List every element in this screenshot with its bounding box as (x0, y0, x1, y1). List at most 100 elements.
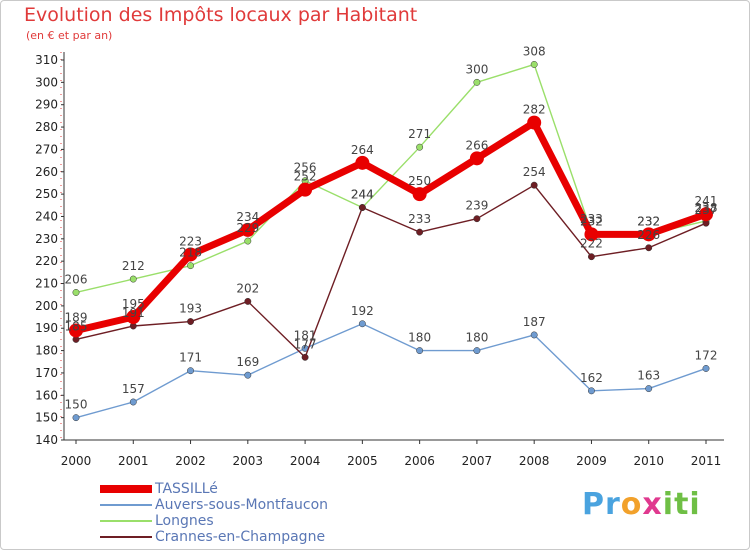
data-point-auvers[interactable] (702, 365, 710, 372)
data-point-tassille[interactable] (584, 227, 599, 242)
data-label-tassille: 232 (637, 214, 660, 228)
y-tick-label: 170 (35, 366, 58, 380)
data-point-auvers[interactable] (72, 414, 80, 422)
data-point-longnes[interactable] (72, 289, 80, 296)
data-point-longnes[interactable] (416, 143, 424, 151)
data-label-tassille: 241 (695, 194, 718, 208)
data-point-tassille[interactable] (69, 323, 83, 338)
data-label-longnes: 206 (65, 272, 88, 286)
series-layer (69, 61, 713, 422)
data-point-longnes[interactable] (244, 237, 252, 245)
data-point-tassille[interactable] (641, 227, 656, 242)
data-label-longnes: 256 (294, 161, 317, 175)
data-point-crannes[interactable] (645, 244, 653, 252)
data-point-auvers[interactable] (588, 387, 595, 395)
x-tick-label: 2011 (691, 454, 722, 468)
legend-swatch-crannes (100, 536, 152, 538)
data-point-tassille[interactable] (240, 222, 255, 237)
data-label-crannes: 244 (351, 188, 374, 202)
y-tick-label: 260 (35, 165, 58, 179)
data-label-tassille: 189 (65, 310, 88, 324)
data-point-tassille[interactable] (699, 207, 713, 222)
data-point-longnes[interactable] (530, 61, 538, 68)
data-label-longnes: 271 (408, 127, 431, 141)
x-tick-label: 2006 (404, 454, 435, 468)
data-label-crannes: 177 (294, 337, 317, 351)
legend-label-longnes: Longnes (155, 513, 214, 529)
data-point-tassille[interactable] (298, 182, 313, 197)
data-point-auvers[interactable] (244, 371, 252, 379)
data-label-longnes: 212 (122, 259, 145, 273)
data-label-auvers: 171 (179, 351, 202, 365)
data-label-tassille: 232 (580, 214, 603, 228)
data-point-longnes[interactable] (473, 78, 481, 86)
data-point-crannes[interactable] (187, 318, 194, 325)
data-point-crannes[interactable] (530, 181, 538, 189)
data-label-crannes: 202 (236, 281, 259, 295)
x-tick-label: 2005 (347, 454, 378, 468)
data-label-auvers: 181 (294, 328, 317, 342)
data-label-crannes: 239 (465, 199, 488, 213)
series-auvers (72, 320, 710, 422)
proxiti-logo: Proxiti (582, 487, 701, 522)
y-tick-label: 210 (35, 277, 58, 291)
data-label-crannes: 233 (408, 212, 431, 226)
data-point-auvers[interactable] (358, 320, 366, 328)
data-point-tassille[interactable] (126, 310, 141, 325)
data-point-longnes[interactable] (129, 275, 137, 283)
y-tick-label: 190 (35, 321, 58, 335)
x-tick-labels: 2000 2001 2002 2003 2004 2005 2006 2007 2008 2009… (61, 454, 722, 468)
data-label-longnes: 233 (580, 212, 603, 226)
data-point-auvers[interactable] (473, 347, 481, 355)
data-label-auvers: 169 (236, 355, 259, 369)
data-point-auvers[interactable] (187, 367, 194, 375)
data-point-tassille[interactable] (527, 115, 542, 130)
data-point-tassille[interactable] (412, 187, 427, 202)
data-label-tassille: 223 (179, 234, 202, 248)
data-point-crannes[interactable] (301, 353, 309, 361)
chart-axes (60, 52, 724, 444)
y-tick-label: 250 (35, 187, 58, 201)
y-tick-label: 280 (35, 120, 58, 134)
legend-label-auvers: Auvers-sous-Montfaucon (155, 497, 329, 513)
data-point-crannes[interactable] (358, 204, 366, 211)
legend-label-tassille: TASSILLé (155, 481, 218, 497)
data-label-longnes: 232 (637, 214, 660, 228)
data-point-crannes[interactable] (473, 215, 481, 223)
y-tick-label: 240 (35, 209, 58, 223)
data-label-crannes: 222 (580, 237, 603, 251)
data-label-auvers: 180 (408, 331, 431, 345)
legend-label-crannes: Crannes-en-Champagne (155, 529, 326, 545)
data-label-crannes: 226 (637, 228, 660, 242)
data-point-auvers[interactable] (416, 347, 424, 355)
y-tick-label: 300 (35, 75, 58, 89)
x-tick-label: 2009 (576, 454, 607, 468)
data-label-crannes: 254 (523, 165, 546, 179)
data-point-crannes[interactable] (588, 253, 595, 261)
data-point-auvers[interactable] (645, 385, 653, 393)
data-point-tassille[interactable] (355, 155, 370, 170)
data-label-crannes: 237 (695, 203, 718, 217)
x-tick-label: 2004 (290, 454, 321, 468)
data-point-tassille[interactable] (183, 247, 198, 262)
y-tick-label: 160 (35, 388, 58, 402)
data-point-crannes[interactable] (244, 297, 252, 305)
data-label-auvers: 187 (523, 315, 546, 329)
data-label-crannes: 191 (122, 306, 145, 320)
series-line-auvers (75, 323, 707, 419)
data-label-auvers: 162 (580, 371, 603, 385)
data-label-auvers: 192 (351, 304, 374, 318)
data-label-tassille: 252 (294, 170, 317, 184)
data-point-auvers[interactable] (129, 398, 137, 406)
data-point-crannes[interactable] (416, 228, 424, 236)
data-point-tassille[interactable] (469, 151, 484, 166)
x-tick-label: 2007 (462, 454, 493, 468)
data-label-longnes: 218 (179, 246, 202, 260)
data-label-auvers: 157 (122, 382, 145, 396)
data-point-longnes[interactable] (187, 262, 194, 270)
data-label-auvers: 180 (465, 331, 488, 345)
data-point-auvers[interactable] (530, 331, 538, 339)
data-label-longnes: 308 (523, 44, 546, 58)
data-label-longnes: 229 (236, 221, 259, 235)
